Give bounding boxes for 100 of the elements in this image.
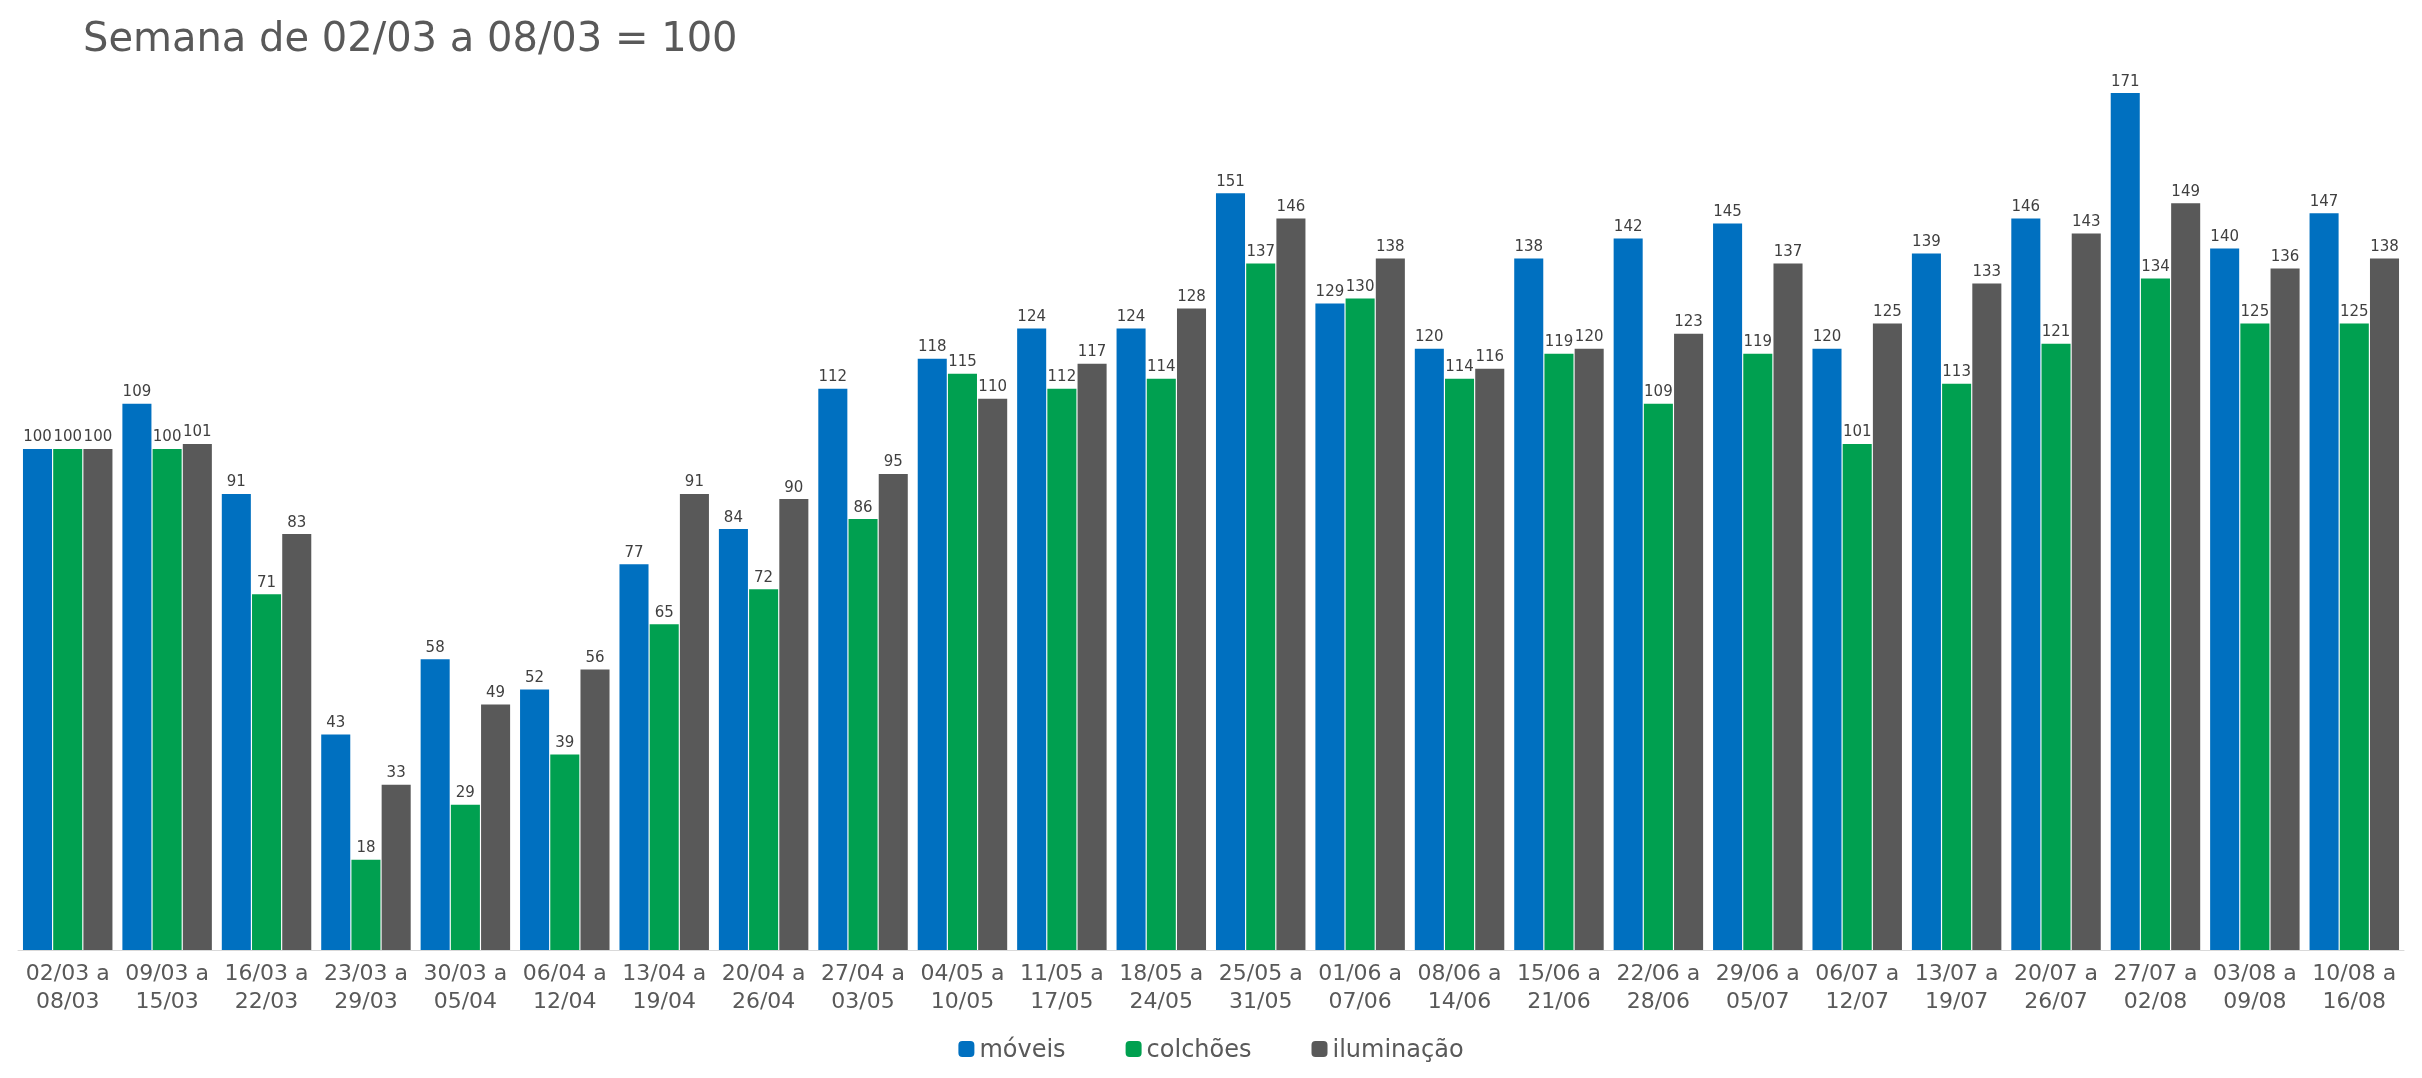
data-label: 125 (2339, 302, 2369, 321)
data-label: 123 (1674, 312, 1703, 331)
bar (1574, 348, 1604, 950)
x-tick-label: 10/08 a 16/08 (2312, 959, 2397, 1013)
bar (450, 804, 480, 950)
data-label: 65 (654, 602, 674, 621)
bar (2369, 258, 2400, 950)
bar (321, 734, 351, 950)
data-label: 117 (1077, 342, 1107, 361)
bar (1613, 238, 1643, 950)
data-label: 140 (2210, 226, 2239, 245)
bar (420, 659, 450, 950)
bar (818, 388, 848, 950)
data-label: 84 (723, 507, 743, 526)
bar (2140, 278, 2170, 950)
bar (1475, 368, 1505, 950)
data-label: 56 (585, 647, 605, 666)
data-label: 115 (948, 352, 977, 371)
bar (1077, 363, 1107, 950)
data-label: 125 (2240, 302, 2270, 321)
bar (1315, 303, 1345, 950)
x-tick-label: 08/06 a 14/06 (1417, 959, 1502, 1013)
bar (1942, 383, 1972, 950)
x-tick-label: 29/06 a 05/07 (1715, 959, 1800, 1013)
data-label: 83 (287, 512, 307, 531)
bar (1215, 193, 1246, 950)
data-label: 100 (53, 427, 83, 446)
data-label: 143 (2071, 211, 2101, 230)
data-label: 146 (2011, 196, 2041, 215)
data-label: 33 (386, 763, 406, 782)
data-label: 124 (1116, 307, 1146, 326)
bar (679, 493, 709, 950)
data-label: 171 (2110, 71, 2140, 90)
bar (1842, 443, 1872, 950)
bar (2071, 233, 2101, 950)
x-tick-label: 25/05 a 31/05 (1218, 959, 1303, 1013)
data-label: 129 (1315, 282, 1345, 301)
x-tick-label: 01/06 a 07/06 (1318, 959, 1403, 1013)
x-tick-label: 04/05 a 10/05 (920, 959, 1005, 1013)
bar (351, 859, 381, 950)
bar (1544, 353, 1574, 950)
data-label: 121 (2041, 322, 2071, 341)
data-label: 71 (256, 572, 277, 591)
data-label: 142 (1613, 216, 1643, 235)
bar (978, 398, 1008, 950)
bar (53, 448, 83, 950)
data-label: 101 (183, 422, 212, 441)
x-tick-label: 22/06 a 28/06 (1616, 959, 1701, 1013)
bar (718, 529, 748, 950)
bar (1911, 253, 1941, 950)
data-label: 120 (1574, 327, 1604, 346)
bar (550, 754, 580, 950)
bar (1972, 283, 2002, 950)
data-label: 138 (1376, 236, 1405, 255)
data-label: 134 (2141, 257, 2170, 276)
data-label: 91 (226, 472, 246, 491)
legend-label: colchões (1146, 1035, 1252, 1063)
data-label: 43 (326, 713, 346, 732)
x-tick-label: 09/03 a 15/03 (125, 959, 210, 1013)
x-tick-label: 06/07 a 12/07 (1815, 959, 1900, 1013)
bar (1276, 218, 1306, 950)
data-label: 49 (486, 682, 506, 701)
x-tick-label: 20/04 a 26/04 (721, 959, 806, 1013)
data-label: 120 (1812, 327, 1842, 346)
bar (221, 493, 251, 950)
bar (1375, 258, 1405, 950)
x-tick-label: 06/04 a 12/04 (522, 959, 607, 1013)
data-label: 130 (1345, 277, 1375, 296)
legend-label: iluminação (1332, 1035, 1464, 1063)
bar (152, 448, 182, 950)
bar (1812, 348, 1842, 950)
bar (917, 358, 947, 950)
bar (779, 499, 809, 950)
data-label: 120 (1415, 327, 1444, 346)
data-label: 110 (978, 377, 1007, 396)
data-label: 128 (1177, 287, 1206, 306)
data-label: 112 (818, 367, 848, 386)
data-label: 109 (122, 382, 152, 401)
bar (749, 589, 779, 950)
data-label: 39 (555, 733, 575, 752)
bar (1773, 263, 1803, 950)
data-label: 100 (83, 427, 113, 446)
bar (947, 373, 977, 950)
data-label: 119 (1743, 332, 1773, 351)
bar (1047, 388, 1077, 950)
bar (1872, 323, 1902, 950)
data-label: 147 (2309, 191, 2339, 210)
data-label: 145 (1713, 201, 1742, 220)
data-label: 29 (455, 783, 475, 802)
data-label: 90 (784, 477, 804, 496)
chart-title: Semana de 02/03 a 08/03 = 100 (83, 14, 738, 60)
bar (1445, 378, 1475, 950)
bar (182, 443, 212, 950)
x-tick-label: 13/04 a 19/04 (622, 959, 707, 1013)
bar (1643, 403, 1673, 950)
data-label: 114 (1445, 357, 1474, 376)
data-label: 72 (754, 567, 774, 586)
x-tick-label: 20/07 a 26/07 (2014, 959, 2098, 1013)
bar (649, 624, 679, 950)
bar (2240, 323, 2270, 950)
